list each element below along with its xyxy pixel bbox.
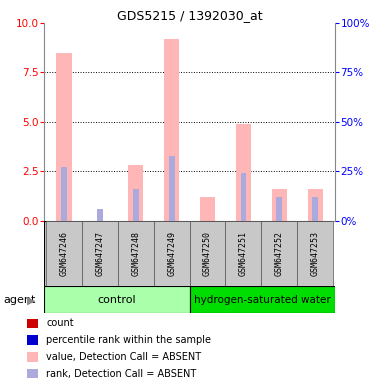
Bar: [97, 209, 103, 221]
Bar: [226, 221, 261, 286]
Text: GSM647249: GSM647249: [167, 231, 176, 276]
Text: GSM647248: GSM647248: [131, 231, 140, 276]
Bar: [82, 221, 118, 286]
Text: GSM647251: GSM647251: [239, 231, 248, 276]
Text: rank, Detection Call = ABSENT: rank, Detection Call = ABSENT: [47, 369, 197, 379]
Text: GSM647250: GSM647250: [203, 231, 212, 276]
Text: GSM647247: GSM647247: [95, 231, 104, 276]
Text: agent: agent: [4, 295, 36, 305]
Bar: [27, 352, 38, 362]
Bar: [200, 197, 215, 221]
Bar: [190, 286, 335, 313]
Bar: [154, 221, 190, 286]
Bar: [133, 189, 139, 221]
Bar: [241, 173, 246, 221]
Text: GSM647253: GSM647253: [311, 231, 320, 276]
Text: GSM647252: GSM647252: [275, 231, 284, 276]
Text: GSM647246: GSM647246: [60, 231, 69, 276]
Bar: [61, 167, 67, 221]
Text: value, Detection Call = ABSENT: value, Detection Call = ABSENT: [47, 352, 202, 362]
Bar: [297, 221, 333, 286]
Text: ▶: ▶: [27, 295, 35, 305]
Bar: [236, 124, 251, 221]
Bar: [164, 39, 179, 221]
Bar: [27, 335, 38, 345]
Text: control: control: [98, 295, 136, 305]
Text: hydrogen-saturated water: hydrogen-saturated water: [194, 295, 331, 305]
Text: percentile rank within the sample: percentile rank within the sample: [47, 335, 211, 345]
Bar: [118, 221, 154, 286]
Bar: [27, 369, 38, 378]
Bar: [308, 189, 323, 221]
Bar: [190, 221, 226, 286]
Text: count: count: [47, 318, 74, 328]
Bar: [46, 221, 82, 286]
Title: GDS5215 / 1392030_at: GDS5215 / 1392030_at: [117, 9, 263, 22]
Bar: [57, 53, 72, 221]
Bar: [128, 166, 143, 221]
Bar: [312, 197, 318, 221]
Bar: [27, 319, 38, 328]
Bar: [169, 156, 174, 221]
Bar: [44, 286, 190, 313]
Bar: [276, 197, 282, 221]
Bar: [272, 189, 287, 221]
Bar: [261, 221, 297, 286]
